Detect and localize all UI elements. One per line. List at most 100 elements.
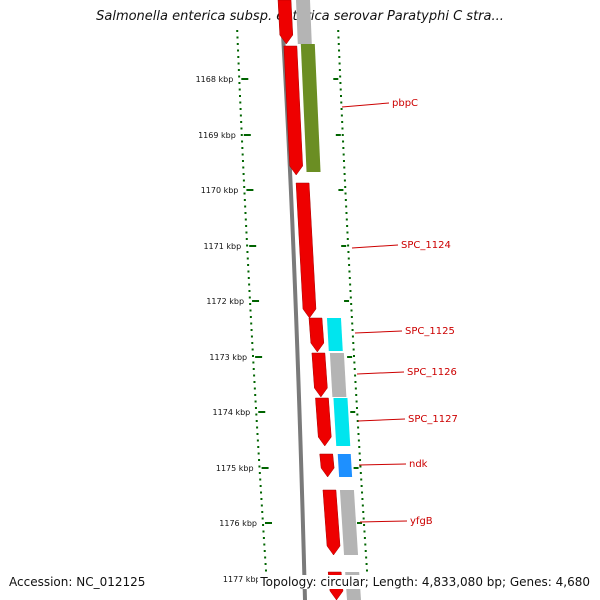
ring-dot <box>362 517 365 520</box>
ring-dot <box>357 433 360 435</box>
ring-dot <box>237 62 240 65</box>
ring-dot <box>261 511 264 513</box>
gene-label: SPC_1124 <box>401 240 451 251</box>
ring-dot <box>260 498 263 500</box>
ring-dot <box>340 114 343 117</box>
tick-label: 1169 kbp <box>198 131 236 140</box>
ring-dot <box>264 569 267 572</box>
ring-dot <box>237 56 240 58</box>
ring-dot <box>263 543 266 546</box>
outer-tick <box>344 300 350 302</box>
ring-dot <box>349 290 352 292</box>
outer-tick <box>356 522 362 524</box>
ring-dot <box>350 309 353 312</box>
ring-dot <box>260 491 263 494</box>
label-leader <box>351 244 399 249</box>
tick-mark <box>261 467 269 469</box>
ring-dot <box>337 30 340 32</box>
ring-dot <box>338 56 341 58</box>
ring-dot <box>248 283 251 286</box>
ring-dot <box>256 433 259 435</box>
ring-dot <box>263 550 266 552</box>
ring-dot <box>254 407 257 409</box>
ring-dot <box>347 244 350 247</box>
cog-bar <box>296 0 312 44</box>
ring-dot <box>363 524 366 526</box>
ring-dot <box>239 101 242 104</box>
ring-dot <box>264 556 267 559</box>
ring-dot <box>256 426 259 429</box>
ring-dot <box>359 459 362 461</box>
ring-dot <box>244 218 247 221</box>
ring-dot <box>252 355 255 357</box>
ring-dot <box>241 147 244 149</box>
ring-dot <box>338 69 341 71</box>
ring-dot <box>339 82 342 84</box>
ring-dot <box>365 563 368 565</box>
ring-dot <box>360 485 363 487</box>
accession-text: Accession: NC_012125 <box>9 575 146 589</box>
tick-mark <box>264 522 272 524</box>
ring-dot <box>363 537 366 539</box>
ring-dot <box>358 452 361 455</box>
tick-label: 1176 kbp <box>219 519 257 528</box>
ring-dot <box>241 140 244 143</box>
cog-bar <box>326 318 343 351</box>
ring-dot <box>346 231 349 234</box>
cds-arrow <box>277 0 294 45</box>
ring-dot <box>245 231 248 234</box>
ring-dot <box>264 563 267 565</box>
ring-dot <box>245 238 248 240</box>
ring-dot <box>239 95 242 97</box>
ring-dot <box>338 62 341 65</box>
tick-label: 1173 kbp <box>209 353 247 362</box>
ring-dot <box>359 472 362 474</box>
ring-dot <box>343 179 346 182</box>
ring-dot <box>344 192 347 195</box>
ring-dot <box>249 303 252 305</box>
ring-dot <box>243 199 246 201</box>
gene-label: ndk <box>409 459 428 470</box>
ring-dot <box>262 537 265 539</box>
ring-dot <box>364 543 367 546</box>
ring-dot <box>239 114 242 117</box>
outer-tick <box>338 189 344 191</box>
cds-arrow <box>319 453 335 478</box>
tick-label: 1168 kbp <box>196 75 234 84</box>
ring-dot <box>258 472 261 474</box>
ring-dot <box>340 95 343 97</box>
kbp-ticks: 1168 kbp 1169 kbp 1170 kbp 1171 kbp 1172 kbp… <box>196 75 366 584</box>
ring-dot <box>242 166 245 169</box>
cds-arrow <box>315 397 332 447</box>
ring-dot <box>342 140 345 143</box>
cog-bar <box>337 454 353 477</box>
ring-dot <box>259 478 262 481</box>
ring-dot <box>342 153 345 156</box>
outer-tick <box>347 356 353 358</box>
summary-text: Topology: circular; Length: 4,833,080 bp… <box>258 575 590 589</box>
gene-label: SPC_1126 <box>407 367 457 378</box>
ring-dot <box>363 530 366 533</box>
ring-dot <box>360 478 363 481</box>
tick-mark <box>249 245 257 247</box>
ring-dot <box>249 316 252 318</box>
cds-arrow <box>308 317 325 353</box>
ring-dot <box>262 530 265 533</box>
tick-mark <box>243 134 251 136</box>
ring-dot <box>236 30 239 32</box>
ring-dot <box>248 296 251 299</box>
tick-mark <box>258 411 266 413</box>
label-leader <box>354 330 403 334</box>
ring-dot <box>347 257 350 260</box>
ring-dot <box>365 556 368 559</box>
tick-label: 1174 kbp <box>213 408 251 417</box>
ring-dot <box>241 160 244 162</box>
tick-mark <box>255 356 263 358</box>
ring-dot <box>238 82 241 84</box>
ring-dot <box>254 394 257 396</box>
ring-dot <box>352 348 355 351</box>
ring-dot <box>344 199 347 201</box>
ring-dot <box>262 524 265 526</box>
ring-dot <box>236 36 239 39</box>
ring-dot <box>250 329 253 331</box>
